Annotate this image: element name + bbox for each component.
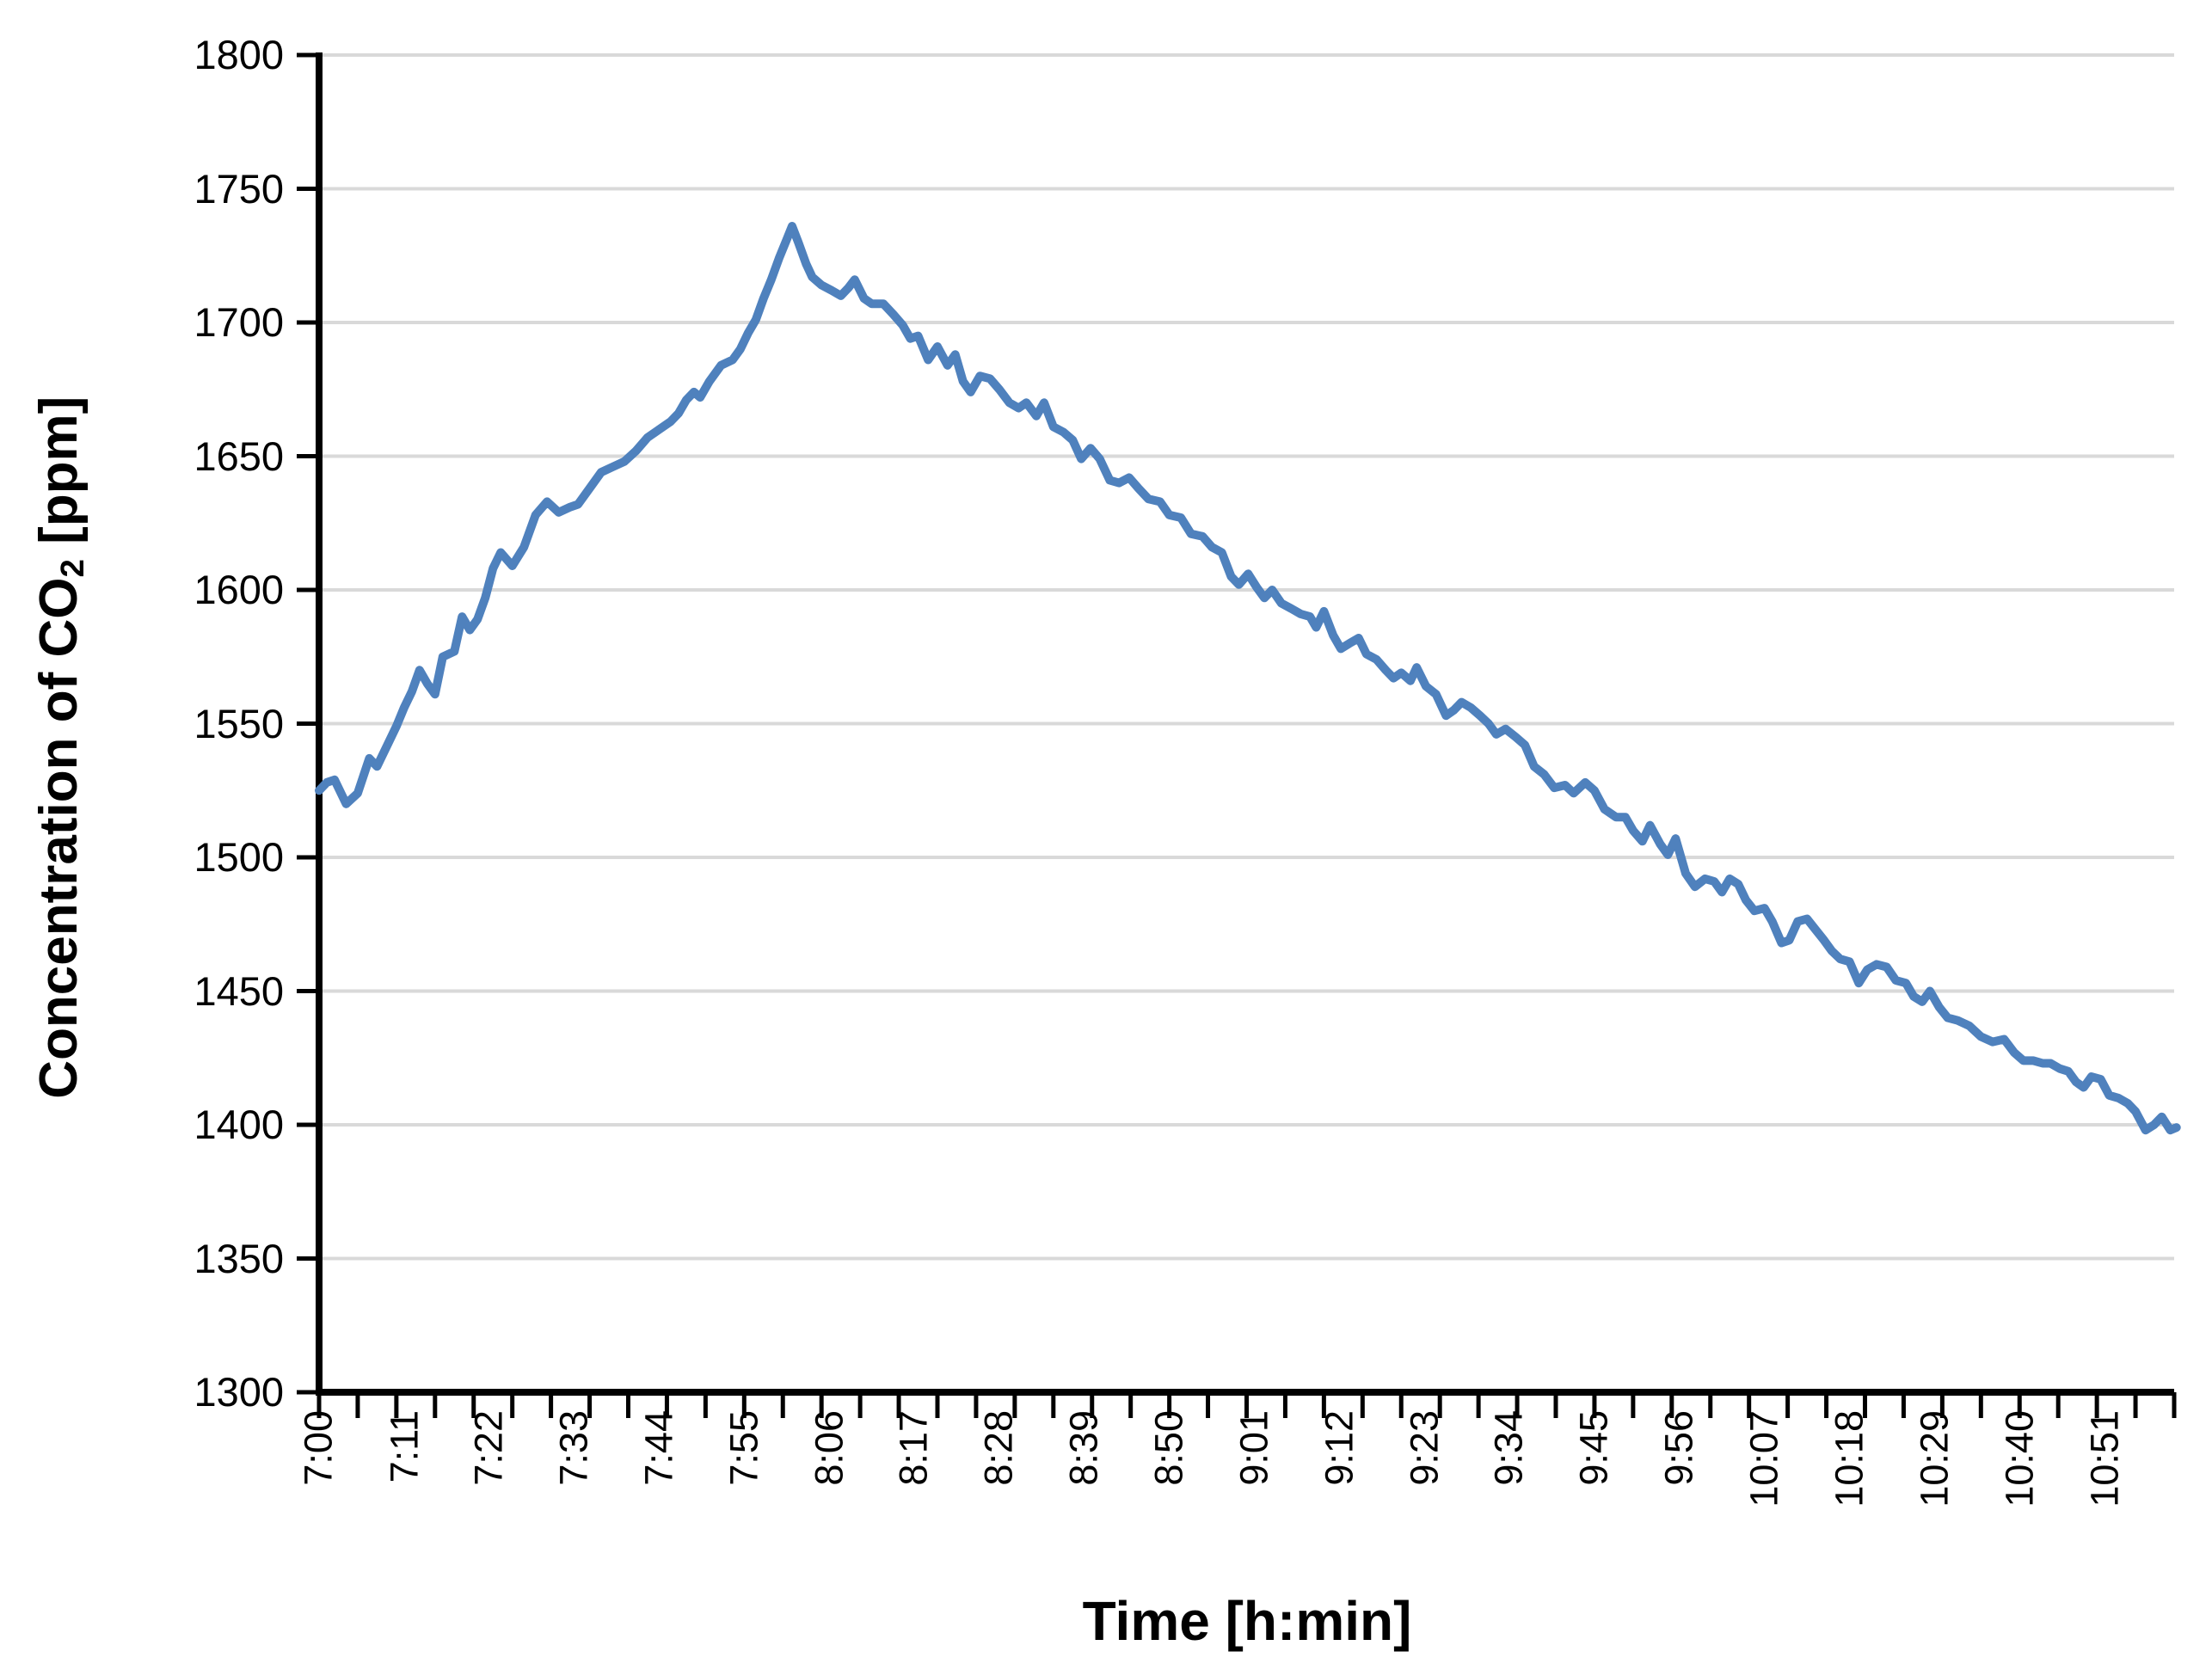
x-axis-label-7-00: 7:00 [297,1410,341,1486]
x-axis-label-9-23: 9:23 [1402,1410,1447,1486]
x-axis-label-7-11: 7:11 [381,1410,426,1483]
x-axis-label-10-51: 10:51 [2082,1410,2127,1507]
x-axis-label-7-55: 7:55 [722,1410,766,1486]
y-axis-label-1450: 1450 [194,967,284,1014]
x-axis-label-9-56: 9:56 [1656,1410,1701,1486]
x-axis-label-9-01: 9:01 [1232,1410,1276,1486]
x-axis-title: Time [h:min] [1082,1590,1412,1652]
y-axis-label-1600: 1600 [194,567,284,612]
y-axis-label-1800: 1800 [194,32,284,77]
x-axis-label-8-17: 8:17 [892,1410,937,1486]
x-axis-label-7-22: 7:22 [466,1410,511,1486]
y-title-post: [ppm] [28,396,89,560]
y-axis-label-1700: 1700 [194,299,284,345]
x-axis-label-8-50: 8:50 [1146,1410,1191,1486]
y-axis-label-1500: 1500 [194,834,284,880]
co2-series-line [315,222,2181,1135]
y-title-subscript: 2 [54,559,92,578]
x-axis-label-10-18: 10:18 [1827,1410,1871,1507]
x-axis-label-10-07: 10:07 [1742,1410,1786,1507]
x-axis-label-8-28: 8:28 [976,1410,1021,1486]
x-axis-label-9-12: 9:12 [1317,1410,1361,1486]
x-axis-label-8-06: 8:06 [807,1410,851,1486]
y-axis-title: Concentration of CO2 [ppm] [28,231,92,1263]
y-axis-label-1350: 1350 [194,1235,284,1281]
y-title-pre: Concentration of CO [28,577,89,1099]
y-axis-label-1550: 1550 [194,700,284,746]
y-axis-label-1750: 1750 [194,165,284,212]
x-axis-label-8-39: 8:39 [1061,1410,1106,1486]
x-axis-label-7-44: 7:44 [636,1410,681,1486]
x-axis-label-10-29: 10:29 [1912,1410,1957,1507]
y-axis-label-1300: 1300 [194,1369,284,1415]
y-axis-label-1400: 1400 [194,1102,284,1147]
x-axis-label-9-45: 9:45 [1571,1410,1616,1486]
y-axis-label-1650: 1650 [194,433,284,479]
x-axis-label-9-34: 9:34 [1487,1410,1532,1486]
x-axis-label-10-40: 10:40 [1997,1410,2042,1507]
x-axis-label-7-33: 7:33 [551,1410,596,1486]
